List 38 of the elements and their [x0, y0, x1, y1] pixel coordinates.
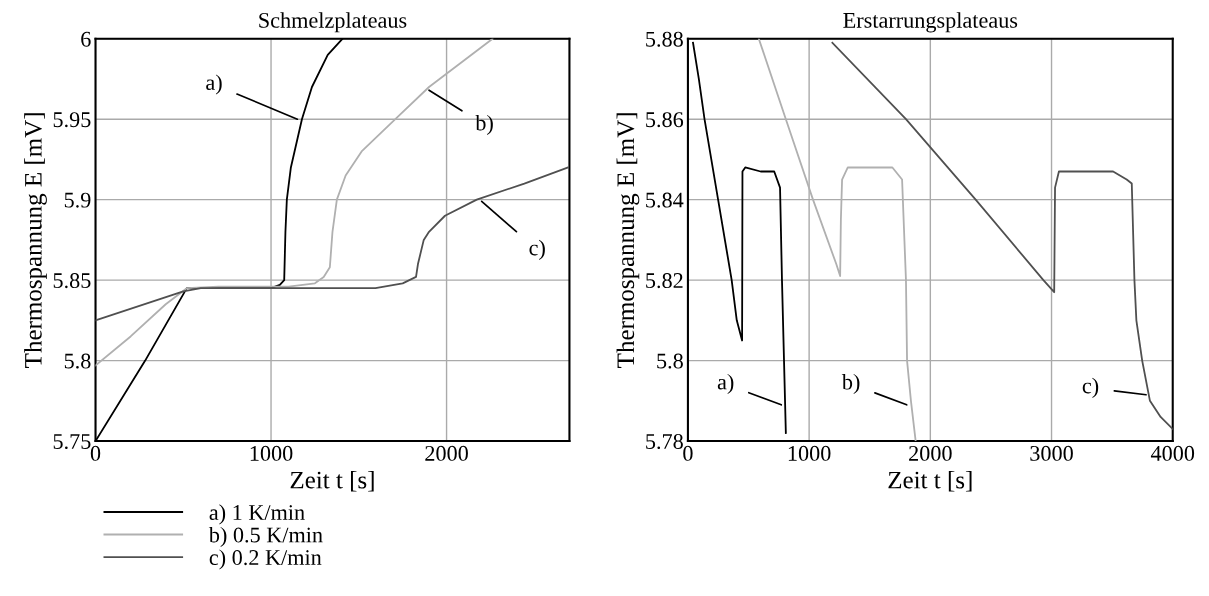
x-tick-label: 2000: [425, 445, 468, 461]
y-tick-label: 5.85: [53, 273, 91, 289]
x-axis-title: Zeit t [s]: [290, 470, 374, 492]
legend-label: a) 1 K/min: [209, 504, 305, 525]
x-axis-title: Zeit t [s]: [888, 470, 972, 492]
line-series: [831, 41, 1173, 430]
line-series: [692, 41, 787, 434]
y-tick-label: 5.84: [646, 192, 684, 208]
x-tick-label: 0: [90, 445, 101, 461]
annotation: b): [841, 373, 860, 395]
chart-title: Erstarrungsplateaus: [843, 12, 1018, 33]
y-tick-label: 5.9: [64, 192, 91, 208]
annotation: c): [1082, 377, 1099, 398]
legend-label: b) 0.5 K/min: [208, 526, 323, 548]
y-axis-title: Thermospannung E [mV]: [616, 113, 640, 368]
y-tick-label: 5.75: [53, 434, 91, 450]
y-tick-label: 5.8: [657, 353, 683, 369]
y-tick-label: 5.95: [53, 112, 91, 128]
x-tick-label: 0: [683, 445, 693, 461]
y-tick-label: 5.88: [646, 31, 683, 47]
y-axis-title: Thermospannung E [mV]: [24, 113, 47, 368]
line-series: [95, 166, 569, 322]
y-tick-label: 5.82: [646, 273, 683, 289]
x-tick-label: 4000: [1150, 445, 1195, 461]
y-tick-label: 5.86: [646, 112, 684, 128]
annotation: c): [529, 239, 545, 260]
x-tick-label: 1000: [788, 445, 831, 461]
x-tick-label: 1000: [250, 445, 293, 461]
legend-label: c) 0.2 K/min: [209, 549, 322, 570]
annotation: a): [717, 373, 734, 395]
y-tick-label: 5.78: [646, 433, 683, 450]
chart-title: Schmelzplateaus: [259, 12, 407, 33]
annotation: a): [206, 74, 222, 95]
x-tick-label: 2000: [909, 445, 952, 461]
y-tick-label: 6: [81, 31, 91, 47]
annotation: b): [475, 114, 493, 136]
y-tick-label: 5.8: [64, 353, 91, 369]
x-tick-label: 3000: [1030, 445, 1073, 461]
